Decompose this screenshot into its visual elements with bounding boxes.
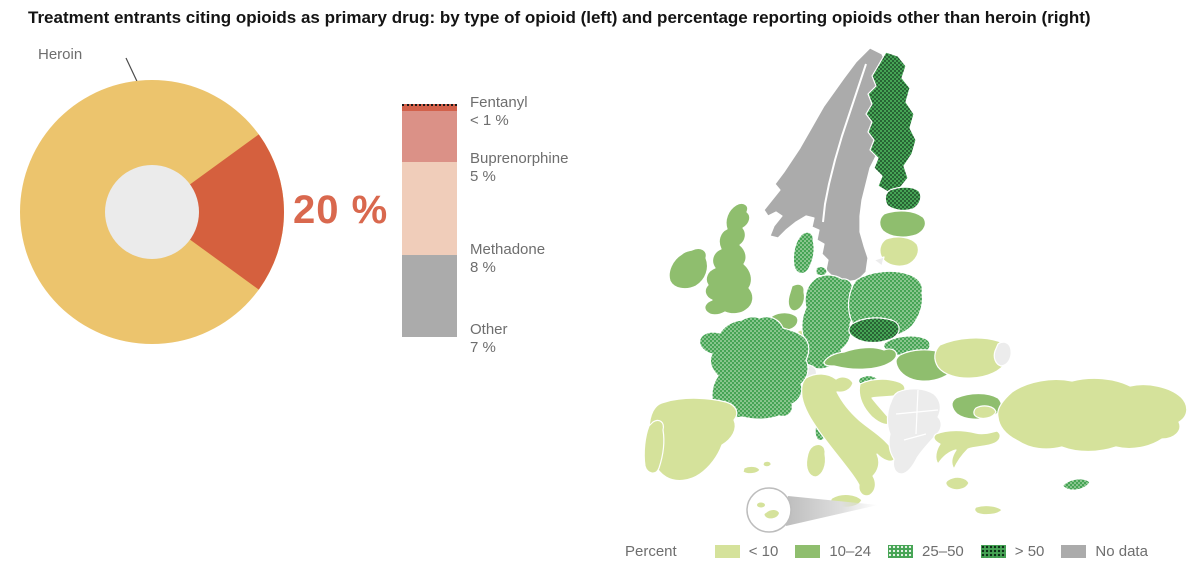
bar-label-name: Other	[470, 321, 508, 338]
country-france	[699, 316, 810, 420]
country-estonia	[884, 186, 922, 211]
bar-segment-fentanyl	[402, 104, 457, 111]
legend-swatch-lt10	[714, 545, 740, 558]
country-latvia	[879, 210, 926, 238]
legend-item-lt10: < 10	[714, 543, 779, 560]
opioid-type-stacked-bar	[402, 104, 457, 337]
bar-label-fentanyl: Fentanyl < 1 %	[470, 94, 528, 129]
bar-label-value: 5 %	[470, 167, 496, 185]
legend-title: Percent	[625, 543, 677, 560]
country-cyprus	[1062, 478, 1091, 491]
country-netherlands	[787, 283, 806, 312]
donut-callout-label: Heroin	[38, 46, 83, 63]
country-romania	[934, 337, 1009, 379]
country-greece	[933, 429, 1001, 470]
country-united-kingdom	[704, 202, 754, 316]
borders-western-balkans	[895, 389, 939, 441]
country-kaliningrad	[873, 256, 885, 267]
magnifier-circle	[746, 487, 792, 533]
country-austria	[823, 346, 897, 370]
legend-swatch-10-24	[795, 545, 821, 558]
border-norway-sweden	[822, 63, 867, 223]
bar-segment-methadone	[402, 162, 457, 255]
country-croatia	[858, 378, 906, 426]
bar-label-other: Other 7 %	[470, 321, 508, 356]
magnifier-cone	[786, 496, 878, 526]
map-legend: Percent < 10 10–24 25–50 > 50 No data	[625, 543, 1165, 560]
legend-label: > 50	[1014, 543, 1045, 560]
bar-segment-other	[402, 255, 457, 337]
legend-label: No data	[1095, 543, 1148, 560]
country-portugal	[643, 419, 665, 474]
country-western-balkans	[886, 388, 942, 475]
donut-hole	[105, 165, 199, 259]
country-spain	[648, 397, 738, 482]
bar-label-name: Buprenorphine	[470, 150, 569, 167]
donut-highlight-value: 20 %	[293, 188, 389, 232]
country-denmark-isles	[815, 266, 828, 277]
country-gozo	[757, 502, 765, 508]
country-turkey	[997, 377, 1188, 453]
figure-title: Treatment entrants citing opioids as pri…	[28, 8, 1091, 27]
country-peloponnese	[945, 476, 970, 491]
bar-label-buprenorphine: Buprenorphine 5 %	[470, 150, 568, 185]
donut-chart	[20, 57, 285, 344]
bar-label-name: Methadone	[470, 241, 546, 258]
bar-label-value: 7 %	[470, 338, 496, 356]
country-norway-sweden	[763, 47, 895, 283]
bar-label-name: Fentanyl	[470, 94, 528, 111]
country-ireland	[668, 247, 709, 290]
country-moldova	[993, 341, 1012, 367]
legend-swatch-gt50	[980, 545, 1006, 558]
legend-item-gt50: > 50	[980, 543, 1045, 560]
bar-label-value: < 1 %	[470, 111, 509, 129]
country-denmark	[792, 231, 815, 275]
country-turkey-thrace	[973, 405, 997, 419]
legend-label: 25–50	[922, 543, 964, 560]
country-sardinia	[805, 443, 827, 478]
bar-segment-buprenorphine	[402, 111, 457, 162]
malta-magnifier	[746, 487, 878, 533]
bar-label-value: 8 %	[470, 258, 496, 276]
legend-item-no-data: No data	[1061, 543, 1148, 560]
country-balearic-islands	[742, 460, 772, 475]
legend-label: < 10	[748, 543, 779, 560]
country-crete	[974, 504, 1003, 516]
bar-label-methadone: Methadone 8 %	[470, 241, 545, 276]
country-italy	[801, 373, 896, 497]
europe-choropleth-map	[643, 47, 1188, 533]
country-malta	[764, 510, 779, 519]
country-lithuania	[879, 236, 919, 267]
legend-swatch-no-data	[1061, 545, 1087, 558]
country-czechia	[848, 317, 900, 344]
legend-item-25-50: 25–50	[888, 543, 964, 560]
country-finland	[865, 51, 917, 193]
donut-slice-other-opioids	[152, 134, 285, 290]
legend-swatch-25-50	[888, 545, 914, 558]
legend-label: 10–24	[829, 543, 872, 560]
legend-item-10-24: 10–24	[795, 543, 871, 560]
